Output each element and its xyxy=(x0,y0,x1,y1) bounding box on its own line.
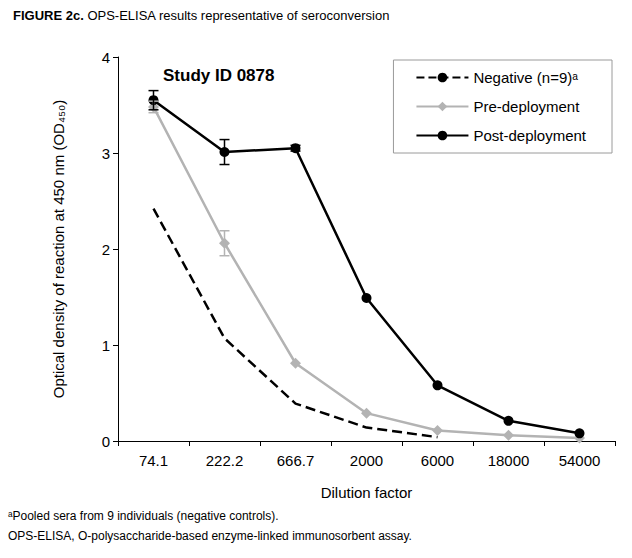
svg-text:FIGURE 2c.: FIGURE 2c. xyxy=(13,8,84,23)
svg-text:4: 4 xyxy=(102,49,110,66)
svg-text:Post-deployment: Post-deployment xyxy=(473,127,586,144)
svg-text:1: 1 xyxy=(102,337,110,354)
svg-text:222.2: 222.2 xyxy=(206,452,244,469)
svg-text:Pre-deployment: Pre-deployment xyxy=(473,98,580,115)
svg-text:74.1: 74.1 xyxy=(139,452,168,469)
svg-text:2: 2 xyxy=(102,241,110,258)
svg-text:Optical density of reaction at: Optical density of reaction at 450 nm (O… xyxy=(50,100,67,399)
svg-text:OPS-ELISA, O-polysaccharide-ba: OPS-ELISA, O-polysaccharide-based enzyme… xyxy=(8,529,412,543)
svg-text:0: 0 xyxy=(102,433,110,450)
svg-text:18000: 18000 xyxy=(488,452,530,469)
svg-text:666.7: 666.7 xyxy=(277,452,315,469)
svg-text:54000: 54000 xyxy=(559,452,601,469)
svg-text:6000: 6000 xyxy=(421,452,454,469)
svg-text:Dilution factor: Dilution factor xyxy=(321,484,413,501)
svg-text:ᵃPooled sera from 9 individual: ᵃPooled sera from 9 individuals (negativ… xyxy=(8,509,279,523)
svg-text:2000: 2000 xyxy=(350,452,383,469)
svg-text:Study ID 0878: Study ID 0878 xyxy=(163,66,275,85)
svg-text:Negative (n=9)ᵃ: Negative (n=9)ᵃ xyxy=(473,69,578,86)
svg-text:OPS-ELISA results representati: OPS-ELISA results representative of sero… xyxy=(84,8,390,23)
svg-text:3: 3 xyxy=(102,145,110,162)
